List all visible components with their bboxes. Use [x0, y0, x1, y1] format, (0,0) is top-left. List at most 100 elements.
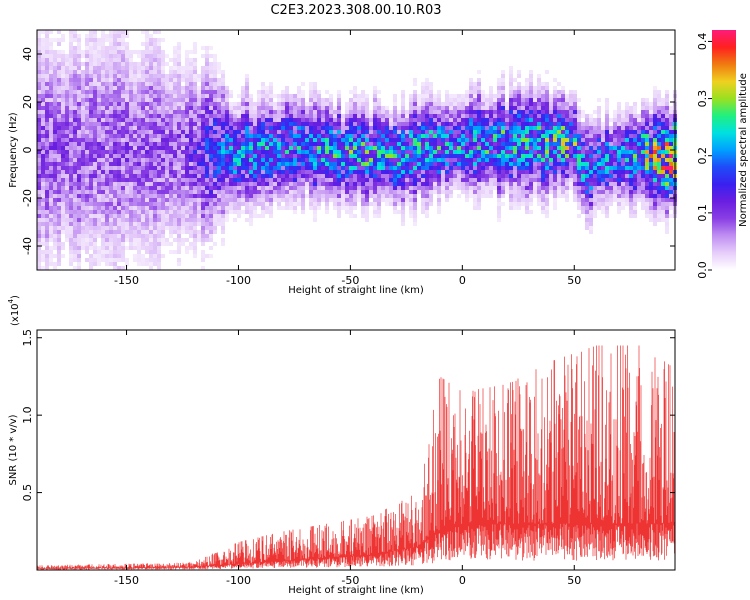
heatmap-cell [89, 54, 93, 58]
heatmap-cell [265, 130, 269, 134]
heatmap-cell [41, 266, 45, 270]
heatmap-cell [41, 166, 45, 170]
heatmap-cell [517, 174, 521, 178]
heatmap-cell [297, 178, 301, 182]
heatmap-cell [409, 98, 413, 102]
heatmap-cell [389, 114, 393, 118]
heatmap-cell [229, 178, 233, 182]
heatmap-cell [73, 66, 77, 70]
heatmap-cell [165, 242, 169, 246]
heatmap-cell [109, 198, 113, 202]
heatmap-cell [177, 190, 181, 194]
heatmap-cell [201, 174, 205, 178]
heatmap-cell [153, 134, 157, 138]
heatmap-cell [93, 178, 97, 182]
heatmap-cell [157, 90, 161, 94]
heatmap-cell [193, 74, 197, 78]
heatmap-cell [85, 234, 89, 238]
heatmap-cell [409, 210, 413, 214]
heatmap-cell [97, 154, 101, 158]
heatmap-cell [269, 158, 273, 162]
heatmap-cell [257, 162, 261, 166]
heatmap-cell [125, 114, 129, 118]
heatmap-cell [117, 230, 121, 234]
heatmap-cell [129, 74, 133, 78]
heatmap-cell [257, 154, 261, 158]
heatmap-cell [141, 186, 145, 190]
heatmap-cell [89, 254, 93, 258]
heatmap-cell [173, 182, 177, 186]
heatmap-cell [193, 230, 197, 234]
heatmap-cell [197, 230, 201, 234]
heatmap-cell [505, 150, 509, 154]
heatmap-cell [161, 62, 165, 66]
heatmap-cell [45, 110, 49, 114]
heatmap-cell [85, 170, 89, 174]
heatmap-cell [289, 110, 293, 114]
heatmap-cell [349, 114, 353, 118]
heatmap-cell [125, 238, 129, 242]
heatmap-cell [117, 238, 121, 242]
heatmap-cell [81, 234, 85, 238]
heatmap-cell [257, 158, 261, 162]
heatmap-cell [89, 238, 93, 242]
heatmap-cell [181, 174, 185, 178]
heatmap-cell [397, 142, 401, 146]
heatmap-cell [529, 90, 533, 94]
heatmap-cell [69, 70, 73, 74]
heatmap-cell [37, 42, 41, 46]
heatmap-cell [449, 154, 453, 158]
heatmap-cell [557, 98, 561, 102]
heatmap-cell [157, 174, 161, 178]
heatmap-cell [109, 242, 113, 246]
heatmap-cell [553, 174, 557, 178]
heatmap-cell [41, 222, 45, 226]
heatmap-cell [113, 234, 117, 238]
heatmap-cell [533, 130, 537, 134]
heatmap-cell [241, 182, 245, 186]
heatmap-cell [313, 218, 317, 222]
heatmap-cell [449, 98, 453, 102]
heatmap-cell [253, 122, 257, 126]
heatmap-cell [437, 178, 441, 182]
heatmap-cell [441, 134, 445, 138]
heatmap-cell [37, 266, 41, 270]
heatmap-cell [57, 98, 61, 102]
heatmap-cell [129, 234, 133, 238]
heatmap-cell [209, 182, 213, 186]
heatmap-cell [41, 158, 45, 162]
heatmap-cell [209, 118, 213, 122]
heatmap-cell [457, 150, 461, 154]
heatmap-cell [537, 174, 541, 178]
heatmap-cell [169, 210, 173, 214]
heatmap-cell [165, 98, 169, 102]
heatmap-cell [337, 126, 341, 130]
heatmap-cell [77, 238, 81, 242]
heatmap-cell [93, 102, 97, 106]
heatmap-cell [353, 198, 357, 202]
heatmap-cell [545, 214, 549, 218]
heatmap-cell [213, 66, 217, 70]
heatmap-cell [161, 174, 165, 178]
heatmap-cell [85, 198, 89, 202]
heatmap-cell [37, 62, 41, 66]
heatmap-cell [413, 114, 417, 118]
heatmap-cell [353, 106, 357, 110]
heatmap-cell [397, 170, 401, 174]
heatmap-cell [101, 246, 105, 250]
heatmap-cell [525, 174, 529, 178]
heatmap-cell [41, 182, 45, 186]
heatmap-cell [277, 110, 281, 114]
heatmap-cell [333, 170, 337, 174]
heatmap-cell [353, 134, 357, 138]
heatmap-cell [293, 118, 297, 122]
heatmap-cell [37, 210, 41, 214]
heatmap-cell [297, 174, 301, 178]
heatmap-cell [201, 46, 205, 50]
heatmap-cell [421, 138, 425, 142]
heatmap-cell [553, 78, 557, 82]
heatmap-cell [101, 38, 105, 42]
heatmap-cell [409, 150, 413, 154]
heatmap-cell [265, 190, 269, 194]
heatmap-cell [185, 202, 189, 206]
